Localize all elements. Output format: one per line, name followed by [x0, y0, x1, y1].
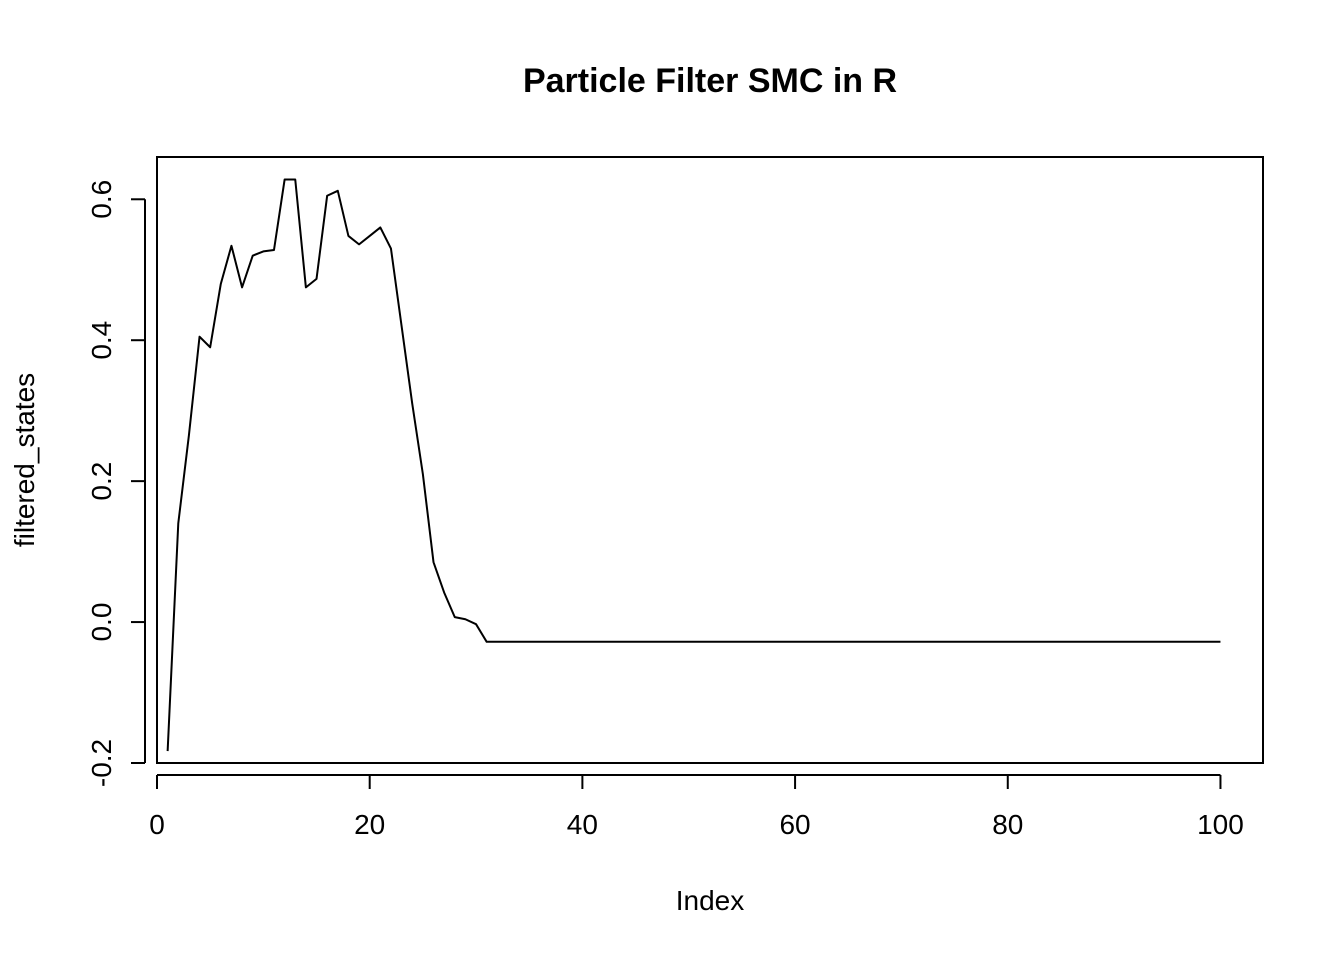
y-axis-label: filtered_states	[9, 373, 40, 547]
x-axis: 0 20 40 60 80 100	[149, 774, 1244, 840]
x-axis-label: Index	[676, 885, 745, 916]
x-tick-label: 0	[149, 809, 165, 840]
chart-title: Particle Filter SMC in R	[523, 62, 897, 100]
y-tick-label: 0.2	[86, 462, 117, 501]
y-tick-label: 0.4	[86, 321, 117, 360]
y-axis: -0.2 0.0 0.2 0.4 0.6	[86, 180, 146, 787]
x-tick-label: 100	[1197, 809, 1244, 840]
x-tick-label: 20	[354, 809, 385, 840]
y-tick-label: 0.0	[86, 603, 117, 642]
plot-frame	[156, 156, 1264, 764]
series-line	[166, 178, 1221, 752]
y-tick-label: -0.2	[86, 739, 117, 787]
x-tick-label: 80	[992, 809, 1023, 840]
y-tick-label: 0.6	[86, 180, 117, 219]
x-tick-label: 40	[567, 809, 598, 840]
x-tick-label: 60	[779, 809, 810, 840]
